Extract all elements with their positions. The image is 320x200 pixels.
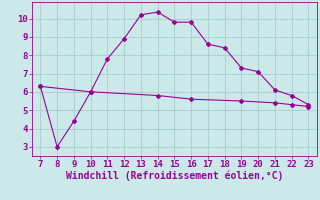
X-axis label: Windchill (Refroidissement éolien,°C): Windchill (Refroidissement éolien,°C)	[66, 171, 283, 181]
